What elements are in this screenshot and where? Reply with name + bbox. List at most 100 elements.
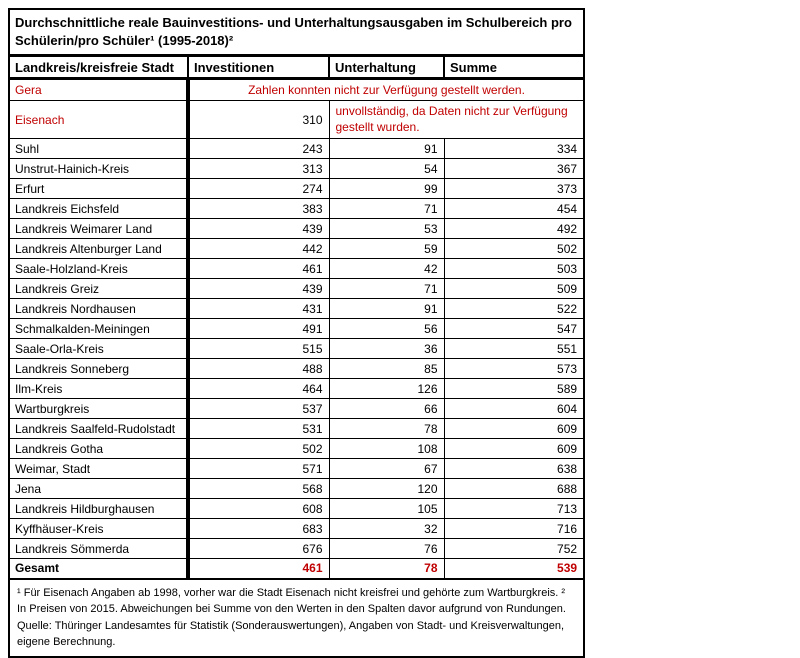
column-header-investitionen: Investitionen bbox=[187, 55, 330, 81]
table-row: Landkreis Altenburger Land 442 59 502 bbox=[8, 238, 585, 260]
district-cell: Jena bbox=[8, 478, 190, 500]
total-investitionen-cell: 461 bbox=[187, 558, 330, 580]
table-row: Landkreis Weimarer Land 439 53 492 bbox=[8, 218, 585, 240]
investitionen-cell: 676 bbox=[187, 538, 330, 560]
unterhaltung-cell: 66 bbox=[328, 398, 445, 420]
investitionen-cell: 608 bbox=[187, 498, 330, 520]
school-investment-table: Durchschnittliche reale Bauinvestitions-… bbox=[8, 8, 586, 658]
investitionen-cell: 571 bbox=[187, 458, 330, 480]
unterhaltung-cell: 126 bbox=[328, 378, 445, 400]
unterhaltung-cell: 71 bbox=[328, 198, 445, 220]
table-row: Landkreis Nordhausen 431 91 522 bbox=[8, 298, 585, 320]
unterhaltung-cell: 54 bbox=[328, 158, 445, 180]
summe-cell: 502 bbox=[443, 238, 585, 260]
table-row-eisenach: Eisenach 310 unvollständig, da Daten nic… bbox=[8, 100, 585, 140]
footnote-text: ¹ Für Eisenach Angaben ab 1998, vorher w… bbox=[17, 586, 566, 616]
district-cell: Gera bbox=[8, 78, 190, 102]
table-row: Weimar, Stadt 571 67 638 bbox=[8, 458, 585, 480]
district-cell: Landkreis Hildburghausen bbox=[8, 498, 190, 520]
investitionen-cell: 313 bbox=[187, 158, 330, 180]
district-cell: Landkreis Saalfeld-Rudolstadt bbox=[8, 418, 190, 440]
total-summe-cell: 539 bbox=[443, 558, 585, 580]
district-cell: Landkreis Sömmerda bbox=[8, 538, 190, 560]
investitionen-cell: 439 bbox=[187, 278, 330, 300]
table-row: Kyffhäuser-Kreis 683 32 716 bbox=[8, 518, 585, 540]
total-unterhaltung-cell: 78 bbox=[328, 558, 445, 580]
unterhaltung-cell: 85 bbox=[328, 358, 445, 380]
district-cell: Wartburgkreis bbox=[8, 398, 190, 420]
summe-cell: 752 bbox=[443, 538, 585, 560]
unterhaltung-cell: 56 bbox=[328, 318, 445, 340]
unterhaltung-cell: 105 bbox=[328, 498, 445, 520]
table-row: Landkreis Hildburghausen 608 105 713 bbox=[8, 498, 585, 520]
investitionen-cell: 515 bbox=[187, 338, 330, 360]
table-header-row: Landkreis/kreisfreie Stadt Investitionen… bbox=[8, 55, 586, 81]
column-header-summe: Summe bbox=[442, 55, 586, 81]
summe-cell: 609 bbox=[443, 418, 585, 440]
investitionen-cell: 461 bbox=[187, 258, 330, 280]
investitionen-cell: 537 bbox=[187, 398, 330, 420]
investitionen-cell: 383 bbox=[187, 198, 330, 220]
table-row: Landkreis Sömmerda 676 76 752 bbox=[8, 538, 585, 560]
unterhaltung-cell: 42 bbox=[328, 258, 445, 280]
unterhaltung-cell: 78 bbox=[328, 418, 445, 440]
unterhaltung-cell: 71 bbox=[328, 278, 445, 300]
investitionen-cell: 568 bbox=[187, 478, 330, 500]
investitionen-cell: 464 bbox=[187, 378, 330, 400]
investitionen-cell: 274 bbox=[187, 178, 330, 200]
investitionen-cell: 442 bbox=[187, 238, 330, 260]
investitionen-cell: 502 bbox=[187, 438, 330, 460]
table-row: Jena 568 120 688 bbox=[8, 478, 585, 500]
investitionen-cell: 488 bbox=[187, 358, 330, 380]
column-header-unterhaltung: Unterhaltung bbox=[328, 55, 445, 81]
table-row: Saale-Holzland-Kreis 461 42 503 bbox=[8, 258, 585, 280]
summe-cell: 492 bbox=[443, 218, 585, 240]
summe-cell: 713 bbox=[443, 498, 585, 520]
district-cell: Landkreis Greiz bbox=[8, 278, 190, 300]
table-row: Wartburgkreis 537 66 604 bbox=[8, 398, 585, 420]
summe-cell: 522 bbox=[443, 298, 585, 320]
summe-cell: 716 bbox=[443, 518, 585, 540]
district-cell: Landkreis Eichsfeld bbox=[8, 198, 190, 220]
district-cell: Kyffhäuser-Kreis bbox=[8, 518, 190, 540]
table-footnote-row: ¹ Für Eisenach Angaben ab 1998, vorher w… bbox=[8, 577, 585, 658]
district-cell: Landkreis Sonneberg bbox=[8, 358, 190, 380]
investitionen-cell: 531 bbox=[187, 418, 330, 440]
district-cell: Weimar, Stadt bbox=[8, 458, 190, 480]
column-header-landkreis: Landkreis/kreisfreie Stadt bbox=[8, 55, 189, 81]
unterhaltung-cell: 91 bbox=[328, 298, 445, 320]
gera-note-cell: Zahlen konnten nicht zur Verfügung geste… bbox=[187, 78, 585, 102]
table-row: Landkreis Greiz 439 71 509 bbox=[8, 278, 585, 300]
unterhaltung-cell: 59 bbox=[328, 238, 445, 260]
table-row: Unstrut-Hainich-Kreis 313 54 367 bbox=[8, 158, 585, 180]
summe-cell: 688 bbox=[443, 478, 585, 500]
unterhaltung-cell: 120 bbox=[328, 478, 445, 500]
summe-cell: 547 bbox=[443, 318, 585, 340]
district-cell: Landkreis Weimarer Land bbox=[8, 218, 190, 240]
district-cell: Unstrut-Hainich-Kreis bbox=[8, 158, 190, 180]
source-text: Quelle: Thüringer Landesamtes für Statis… bbox=[17, 619, 565, 649]
district-cell: Suhl bbox=[8, 138, 190, 160]
table-row: Landkreis Gotha 502 108 609 bbox=[8, 438, 585, 460]
table-row: Landkreis Saalfeld-Rudolstadt 531 78 609 bbox=[8, 418, 585, 440]
investitionen-cell: 431 bbox=[187, 298, 330, 320]
table-row: Landkreis Eichsfeld 383 71 454 bbox=[8, 198, 585, 220]
summe-cell: 604 bbox=[443, 398, 585, 420]
table-title: Durchschnittliche reale Bauinvestitions-… bbox=[8, 8, 585, 58]
investitionen-cell: 491 bbox=[187, 318, 330, 340]
investitionen-cell: 683 bbox=[187, 518, 330, 540]
table-row: Suhl 243 91 334 bbox=[8, 138, 585, 160]
total-label-cell: Gesamt bbox=[8, 558, 190, 580]
summe-cell: 454 bbox=[443, 198, 585, 220]
unterhaltung-cell: 36 bbox=[328, 338, 445, 360]
district-cell: Landkreis Altenburger Land bbox=[8, 238, 190, 260]
table-row-gera: Gera Zahlen konnten nicht zur Verfügung … bbox=[8, 78, 585, 102]
table-row: Schmalkalden-Meiningen 491 56 547 bbox=[8, 318, 585, 340]
investitionen-cell: 243 bbox=[187, 138, 330, 160]
table-row: Ilm-Kreis 464 126 589 bbox=[8, 378, 585, 400]
table-row: Erfurt 274 99 373 bbox=[8, 178, 585, 200]
district-cell: Eisenach bbox=[8, 100, 190, 140]
summe-cell: 334 bbox=[443, 138, 585, 160]
district-cell: Erfurt bbox=[8, 178, 190, 200]
